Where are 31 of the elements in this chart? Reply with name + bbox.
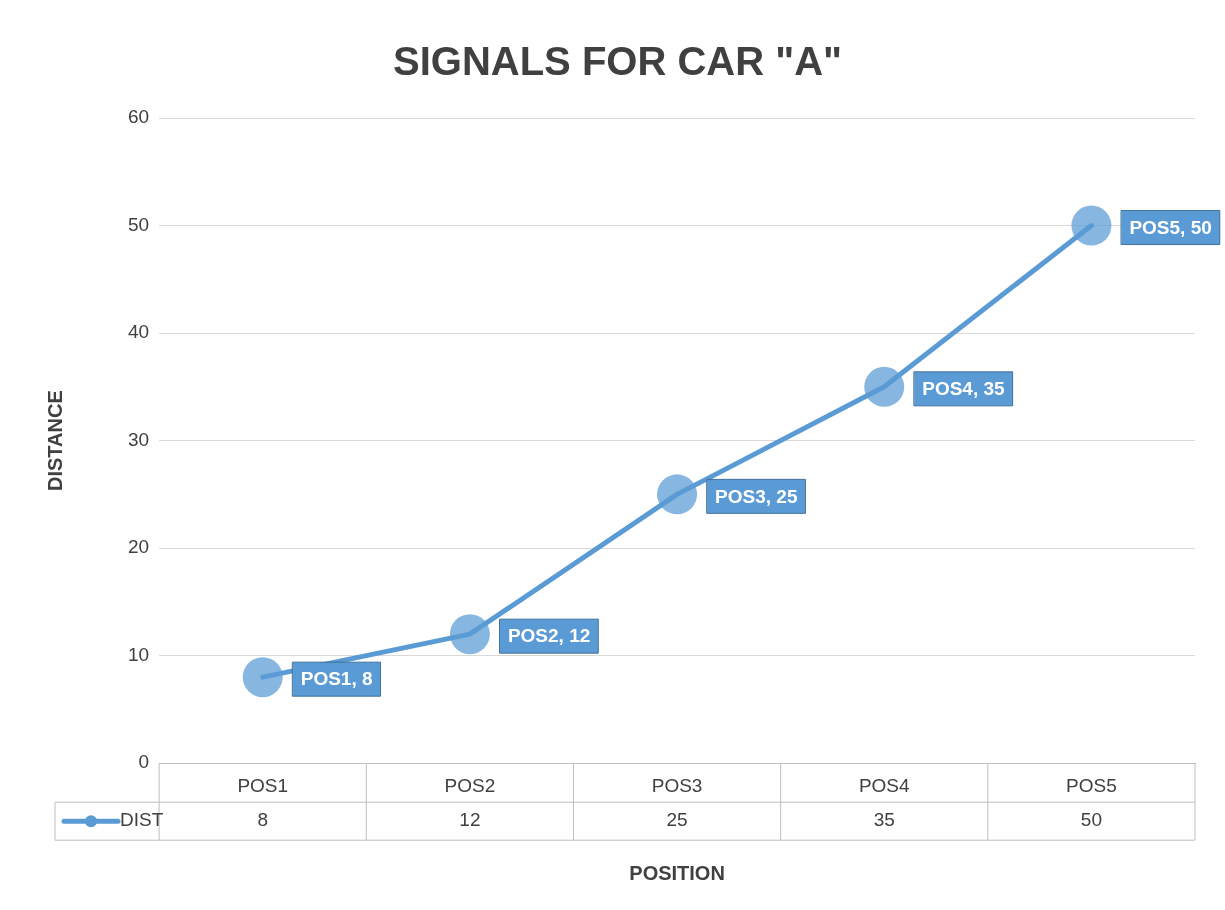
y-tick-label: 0 bbox=[138, 751, 150, 773]
point bbox=[657, 474, 698, 515]
data-label: 35 bbox=[873, 809, 895, 831]
data-label: 12 bbox=[459, 809, 481, 831]
y-tick-label: 40 bbox=[127, 321, 150, 343]
legend-label: DIST bbox=[120, 809, 164, 831]
point bbox=[864, 366, 905, 407]
y-tick-label: 30 bbox=[127, 428, 150, 450]
annotation: POS4, 35 bbox=[922, 378, 1006, 400]
x-tick-label: POS3 bbox=[651, 774, 703, 796]
x-axis-title: POSITION bbox=[629, 861, 725, 884]
x-tick-label: POS4 bbox=[858, 774, 911, 796]
annotation: POS3, 25 bbox=[715, 485, 798, 507]
x-tick-label: POS2 bbox=[444, 774, 496, 796]
annotation: POS5, 50 bbox=[1129, 216, 1212, 238]
chart-title: SIGNALS FOR CAR "A" bbox=[392, 39, 843, 84]
y-axis-title: DISTANCE bbox=[43, 390, 66, 491]
y-tick-label: 50 bbox=[127, 213, 150, 235]
y-tick-label: 20 bbox=[127, 536, 150, 558]
y-tick-label: 10 bbox=[127, 643, 150, 665]
data-label: 25 bbox=[666, 809, 688, 831]
data-label: 8 bbox=[257, 809, 269, 831]
annotation: POS2, 12 bbox=[507, 625, 591, 647]
x-tick-label: POS5 bbox=[1066, 774, 1117, 796]
x-tick-label: POS1 bbox=[237, 774, 289, 796]
data-label: 50 bbox=[1080, 809, 1102, 831]
point bbox=[449, 614, 490, 655]
annotation: POS1, 8 bbox=[300, 668, 373, 690]
point bbox=[1071, 205, 1112, 246]
y-tick-label: 60 bbox=[127, 106, 150, 128]
point bbox=[242, 657, 283, 698]
